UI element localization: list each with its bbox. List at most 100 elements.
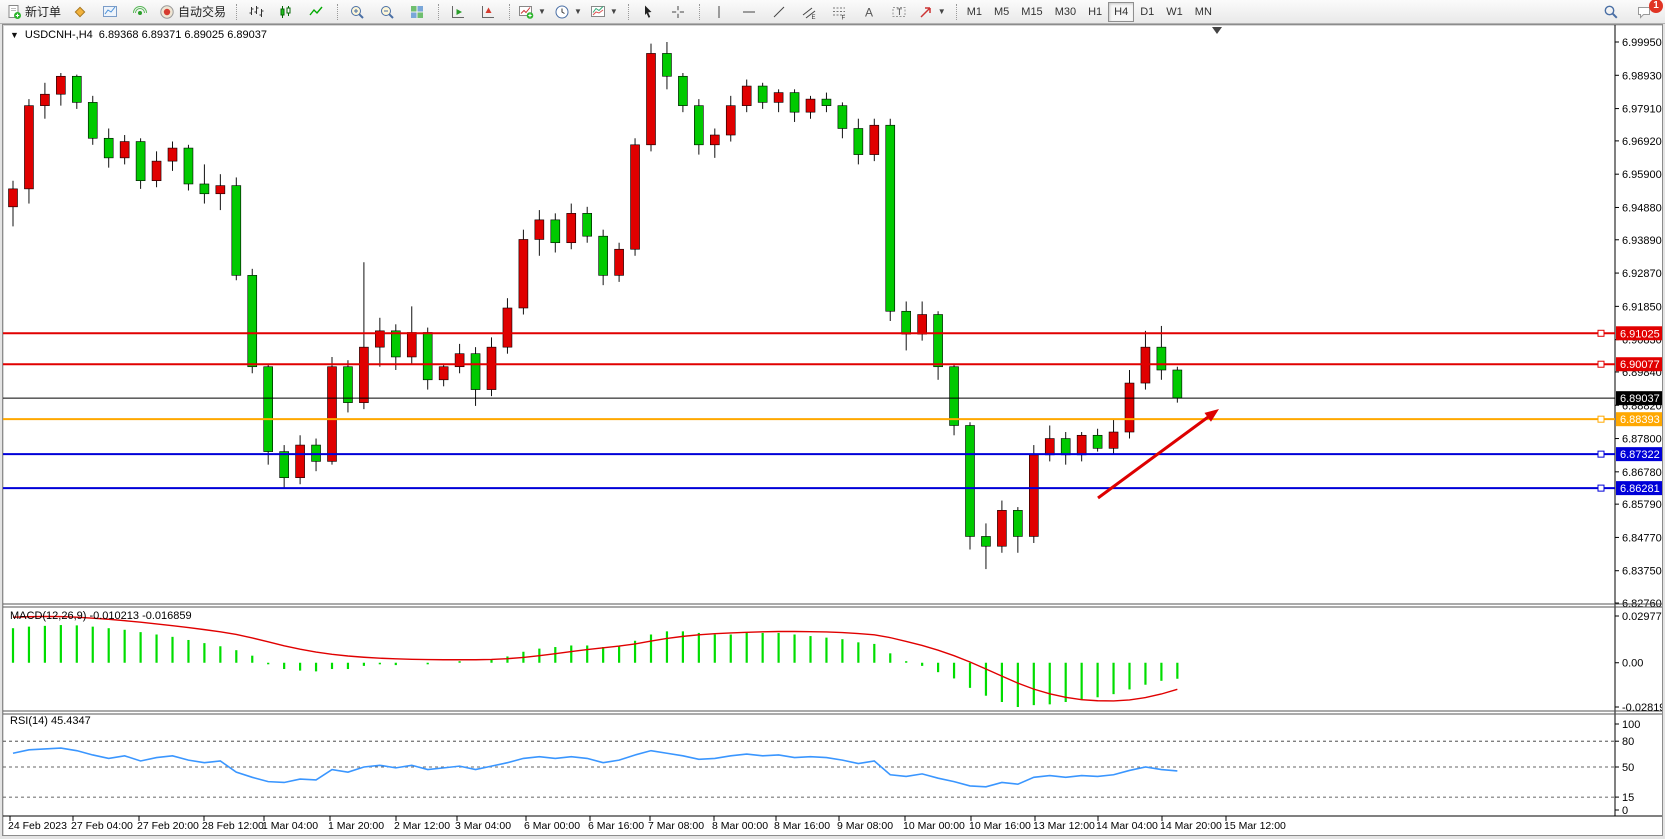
toolbar-separator: [624, 3, 629, 20]
svg-text:6.99950: 6.99950: [1622, 37, 1662, 49]
text-label-button[interactable]: T: [884, 1, 914, 23]
zoom-in-icon: [351, 5, 364, 19]
auto-scroll-button[interactable]: [443, 1, 473, 23]
timeframe-m5[interactable]: M5: [994, 5, 1010, 18]
svg-text:6.91025: 6.91025: [1620, 328, 1660, 340]
svg-text:28 Feb 12:00: 28 Feb 12:00: [202, 820, 264, 832]
svg-text:24 Feb 2023: 24 Feb 2023: [8, 820, 67, 832]
svg-text:6.95900: 6.95900: [1622, 169, 1662, 181]
text-label-icon: T: [892, 6, 906, 17]
timeframe-m30[interactable]: M30: [1054, 5, 1077, 18]
cursor-icon: [644, 5, 652, 18]
timeframe-m15[interactable]: M15: [1021, 5, 1043, 18]
horizontal-line-icon: [742, 11, 755, 12]
chevron-down-icon: ▼: [937, 7, 946, 16]
svg-text:6.84770: 6.84770: [1622, 532, 1662, 544]
line-chart-button[interactable]: [301, 1, 331, 23]
autotrading-icon: [160, 4, 174, 19]
chart-shift-marker: [1212, 27, 1222, 34]
svg-text:6.86780: 6.86780: [1622, 467, 1662, 479]
notification-badge: 1: [1649, 0, 1663, 13]
svg-text:T: T: [896, 7, 902, 17]
toolbar-separator: [952, 3, 957, 20]
svg-text:80: 80: [1622, 736, 1634, 748]
candlestick-chart-icon: [280, 5, 291, 18]
indicators-icon: [519, 5, 534, 19]
timeframe-m1[interactable]: M1: [966, 5, 982, 18]
annotation-arrow: [1097, 412, 1214, 500]
svg-text:27 Feb 20:00: 27 Feb 20:00: [137, 820, 199, 832]
toolbar-separator: [232, 3, 238, 20]
search-button[interactable]: [1596, 1, 1626, 23]
fibonacci-button[interactable]: F: [824, 1, 854, 23]
bar-chart-button[interactable]: [241, 1, 271, 23]
zoom-out-button[interactable]: [372, 1, 402, 23]
annotation-arrowhead: [1204, 409, 1219, 422]
fibonacci-icon: F: [832, 7, 845, 20]
signals-icon: [133, 5, 148, 15]
zoom-in-button[interactable]: [342, 1, 372, 23]
tile-windows-icon: [411, 5, 424, 18]
timeframe-d1[interactable]: D1: [1140, 5, 1155, 18]
new-order-icon: [8, 4, 21, 19]
timeframe-h4[interactable]: H4: [1108, 1, 1135, 22]
new-order-button[interactable]: 新订单: [2, 1, 65, 23]
svg-text:10 Mar 00:00: 10 Mar 00:00: [903, 820, 965, 832]
svg-text:6.89037: 6.89037: [1620, 393, 1660, 405]
svg-text:6.97910: 6.97910: [1622, 104, 1662, 116]
svg-text:6.85790: 6.85790: [1622, 499, 1662, 511]
svg-text:2 Mar 12:00: 2 Mar 12:00: [394, 820, 450, 832]
text-icon: A: [865, 5, 873, 19]
toolbar-right-group: 1: [1596, 0, 1663, 23]
mql5-market-button[interactable]: [65, 1, 95, 23]
crosshair-button[interactable]: [663, 1, 693, 23]
svg-text:15: 15: [1622, 792, 1634, 804]
svg-text:13 Mar 12:00: 13 Mar 12:00: [1033, 820, 1095, 832]
vertical-line-button[interactable]: [704, 1, 734, 23]
symbol-period-label: USDCNH-,H4: [24, 29, 93, 41]
svg-text:27 Feb 04:00: 27 Feb 04:00: [71, 820, 133, 832]
svg-text:8 Mar 16:00: 8 Mar 16:00: [774, 820, 830, 832]
svg-text:-0.028191: -0.028191: [1622, 702, 1662, 714]
svg-text:6.93890: 6.93890: [1622, 235, 1662, 247]
symbol-dropdown-icon[interactable]: ▼: [10, 30, 19, 40]
svg-text:6.91850: 6.91850: [1622, 301, 1662, 313]
cursor-button[interactable]: [633, 1, 663, 23]
svg-text:3 Mar 04:00: 3 Mar 04:00: [455, 820, 511, 832]
svg-text:0.029774: 0.029774: [1622, 611, 1662, 623]
chart-shift-button[interactable]: [473, 1, 503, 23]
svg-text:6 Mar 00:00: 6 Mar 00:00: [524, 820, 580, 832]
candlestick-chart-button[interactable]: [271, 1, 301, 23]
vertical-line-icon: [718, 5, 720, 18]
line-chart-icon: [309, 6, 323, 15]
horizontal-line-button[interactable]: [734, 1, 764, 23]
trendline-button[interactable]: [764, 1, 794, 23]
chart-canvas[interactable]: 6.99950 6.98930 6.97910 6.96920 6.95900 6.948…: [3, 25, 1662, 835]
tile-windows-button[interactable]: [402, 1, 432, 23]
timeframe-mn[interactable]: MN: [1194, 5, 1212, 18]
periods-button[interactable]: ▼: [550, 1, 586, 23]
equidistant-channel-button[interactable]: E: [794, 1, 824, 23]
ohlc-values: 6.89368 6.89371 6.89025 6.89037: [98, 29, 267, 41]
equidistant-channel-icon: E: [802, 7, 815, 20]
svg-text:14 Mar 20:00: 14 Mar 20:00: [1160, 820, 1222, 832]
autotrading-button[interactable]: 自动交易: [155, 1, 230, 23]
svg-text:50: 50: [1622, 762, 1634, 774]
toolbar: 新订单 自动交易 ▼ ▼: [0, 0, 1665, 24]
arrows-button[interactable]: ▼: [914, 1, 950, 23]
auto-scroll-icon: [452, 5, 465, 18]
indicators-button[interactable]: ▼: [514, 1, 550, 23]
templates-button[interactable]: ▼: [586, 1, 622, 23]
svg-text:0.00: 0.00: [1622, 658, 1643, 670]
text-button[interactable]: A: [854, 1, 884, 23]
timeframe-w1[interactable]: W1: [1166, 5, 1183, 18]
chat-button[interactable]: 1: [1629, 0, 1663, 23]
svg-text:F: F: [841, 15, 845, 20]
open-chart-button[interactable]: [95, 1, 125, 23]
templates-icon: [590, 5, 605, 17]
svg-text:6.87800: 6.87800: [1622, 434, 1662, 446]
signals-button[interactable]: [125, 1, 155, 23]
chevron-down-icon: ▼: [573, 7, 582, 16]
timeframe-h1[interactable]: H1: [1088, 5, 1103, 18]
